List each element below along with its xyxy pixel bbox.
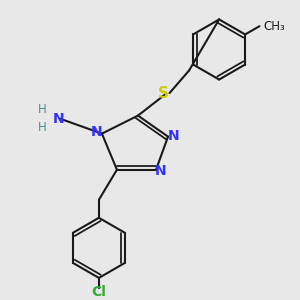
Text: S: S [158,86,169,101]
Text: N: N [91,125,102,139]
Text: H: H [38,121,46,134]
Text: Cl: Cl [92,285,106,299]
Text: N: N [155,164,166,178]
Text: H: H [38,103,46,116]
Text: N: N [52,112,64,126]
Text: CH₃: CH₃ [263,20,285,33]
Text: N: N [168,129,179,143]
